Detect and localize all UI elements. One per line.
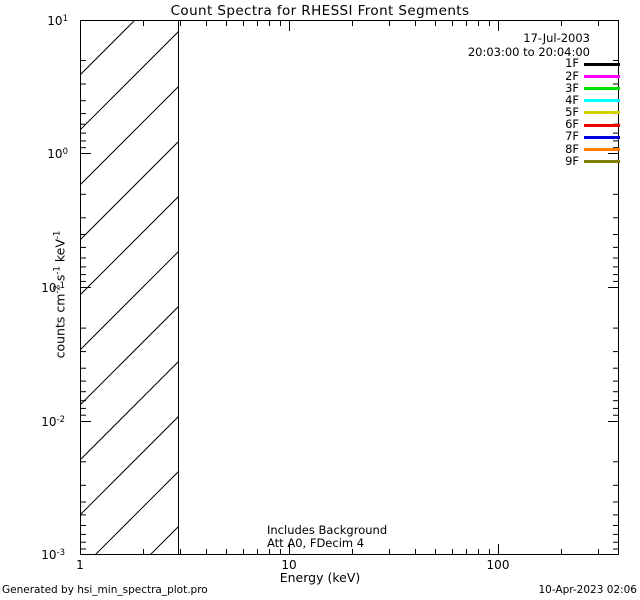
y-tick-label-1e1: 101 bbox=[47, 14, 68, 28]
x-tick-label-100: 100 bbox=[486, 558, 510, 572]
y-tick-label-1em2: 10-2 bbox=[41, 415, 65, 429]
annotation-attenuator-state: Att A0, FDecim 4 bbox=[267, 536, 365, 550]
legend: 1F 2F 3F 4F 5F 6F 7F 8F 9F bbox=[470, 58, 620, 168]
hatched-excluded-region bbox=[81, 21, 178, 554]
legend-color-swatch bbox=[584, 147, 620, 151]
x-tick-label-10: 10 bbox=[281, 558, 297, 572]
y-axis-title: counts cm-2 s-1 keV-1 bbox=[52, 230, 68, 359]
y-tick-label-1em1: 10-1 bbox=[41, 281, 65, 295]
legend-color-swatch bbox=[584, 74, 620, 78]
legend-color-swatch bbox=[584, 99, 620, 103]
legend-color-swatch bbox=[584, 123, 620, 127]
legend-item-2f: 2F bbox=[470, 70, 620, 82]
legend-item-label: 5F bbox=[565, 105, 579, 120]
legend-color-swatch bbox=[584, 62, 620, 66]
hatch-region-boundary bbox=[178, 21, 179, 554]
legend-item-9f: 9F bbox=[470, 153, 620, 168]
footer-generator: Generated by hsi_min_spectra_plot.pro bbox=[2, 584, 208, 596]
legend-item-label: 3F bbox=[565, 80, 579, 95]
legend-item-label: 4F bbox=[565, 92, 579, 107]
legend-item-4f: 4F bbox=[470, 92, 620, 107]
legend-time-range: 20:03:00 to 20:04:00 bbox=[467, 45, 590, 59]
legend-item-7f: 7F bbox=[470, 131, 620, 143]
legend-item-label: 8F bbox=[565, 141, 579, 156]
legend-item-8f: 8F bbox=[470, 143, 620, 155]
annotation-includes-background: Includes Background bbox=[267, 523, 388, 537]
legend-item-5f: 5F bbox=[470, 107, 620, 119]
x-axis-title: Energy (keV) bbox=[279, 570, 361, 585]
legend-date: 17-Jul-2003 bbox=[523, 31, 590, 45]
hatch-lines bbox=[81, 21, 178, 554]
legend-item-label: 1F bbox=[565, 56, 579, 71]
legend-item-label: 6F bbox=[565, 117, 579, 132]
plot-area: Includes Background Att A0, FDecim 4 bbox=[80, 20, 619, 555]
page-title: Count Spectra for RHESSI Front Segments bbox=[170, 3, 470, 19]
legend-color-swatch bbox=[584, 160, 620, 164]
footer-timestamp: 10-Apr-2023 02:06 bbox=[538, 584, 637, 596]
legend-item-3f: 3F bbox=[470, 82, 620, 94]
legend-item-label: 9F bbox=[565, 153, 579, 168]
legend-item-label: 7F bbox=[565, 129, 579, 144]
x-tick-label-1: 1 bbox=[76, 558, 84, 572]
y-tick-label-1em3: 10-3 bbox=[41, 548, 65, 562]
legend-color-swatch bbox=[584, 111, 620, 115]
legend-item-label: 2F bbox=[565, 68, 579, 83]
legend-item-1f: 1F bbox=[470, 58, 620, 70]
legend-color-swatch bbox=[584, 86, 620, 90]
legend-item-6f: 6F bbox=[470, 119, 620, 131]
legend-color-swatch bbox=[584, 135, 620, 139]
y-tick-label-1e0: 100 bbox=[47, 147, 68, 161]
